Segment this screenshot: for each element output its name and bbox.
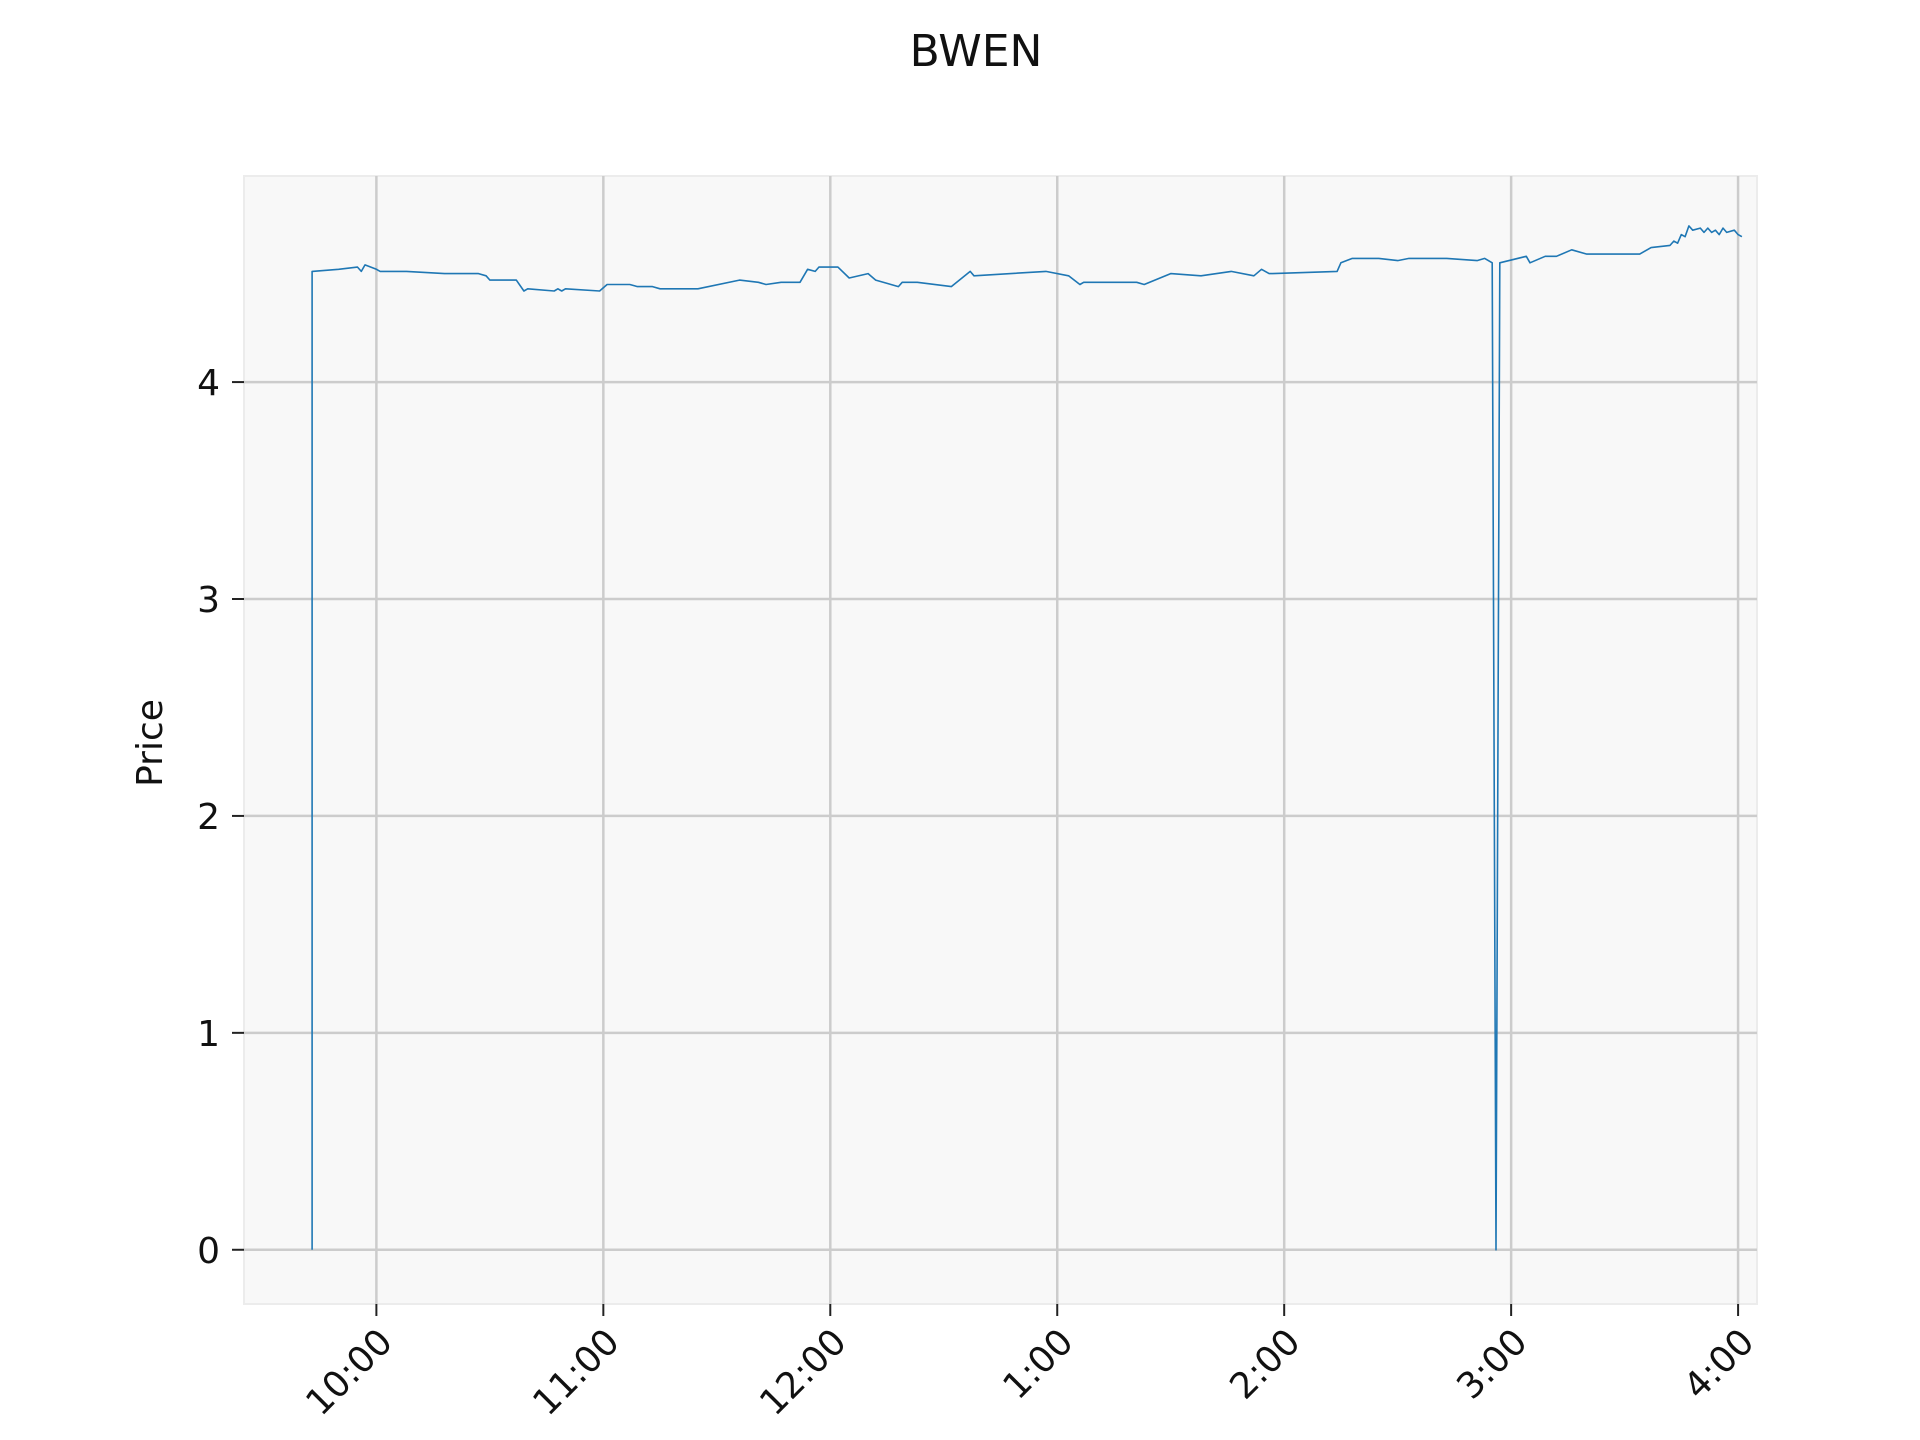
y-tick-label: 3 — [197, 580, 220, 621]
x-tick-label: 2:00 — [1222, 1321, 1308, 1407]
y-axis-label: Price — [130, 699, 171, 787]
x-tick-label: 1:00 — [995, 1321, 1081, 1407]
chart-title: BWEN — [910, 26, 1043, 77]
x-tick-label: 3:00 — [1449, 1321, 1535, 1407]
x-tick-label: 10:00 — [298, 1321, 400, 1423]
grid-lines — [244, 176, 1757, 1304]
y-tick-label: 2 — [197, 797, 220, 838]
plot-area — [243, 175, 1758, 1305]
series-layer — [311, 225, 1743, 1251]
y-tick-label: 1 — [197, 1014, 220, 1055]
x-tick-label: 4:00 — [1676, 1321, 1762, 1407]
y-tick-label: 0 — [197, 1231, 220, 1272]
y-tick-label: 4 — [197, 363, 220, 404]
x-tick-label: 12:00 — [752, 1321, 854, 1423]
price-series-line — [311, 225, 1743, 1251]
x-tick-label: 11:00 — [525, 1321, 627, 1423]
